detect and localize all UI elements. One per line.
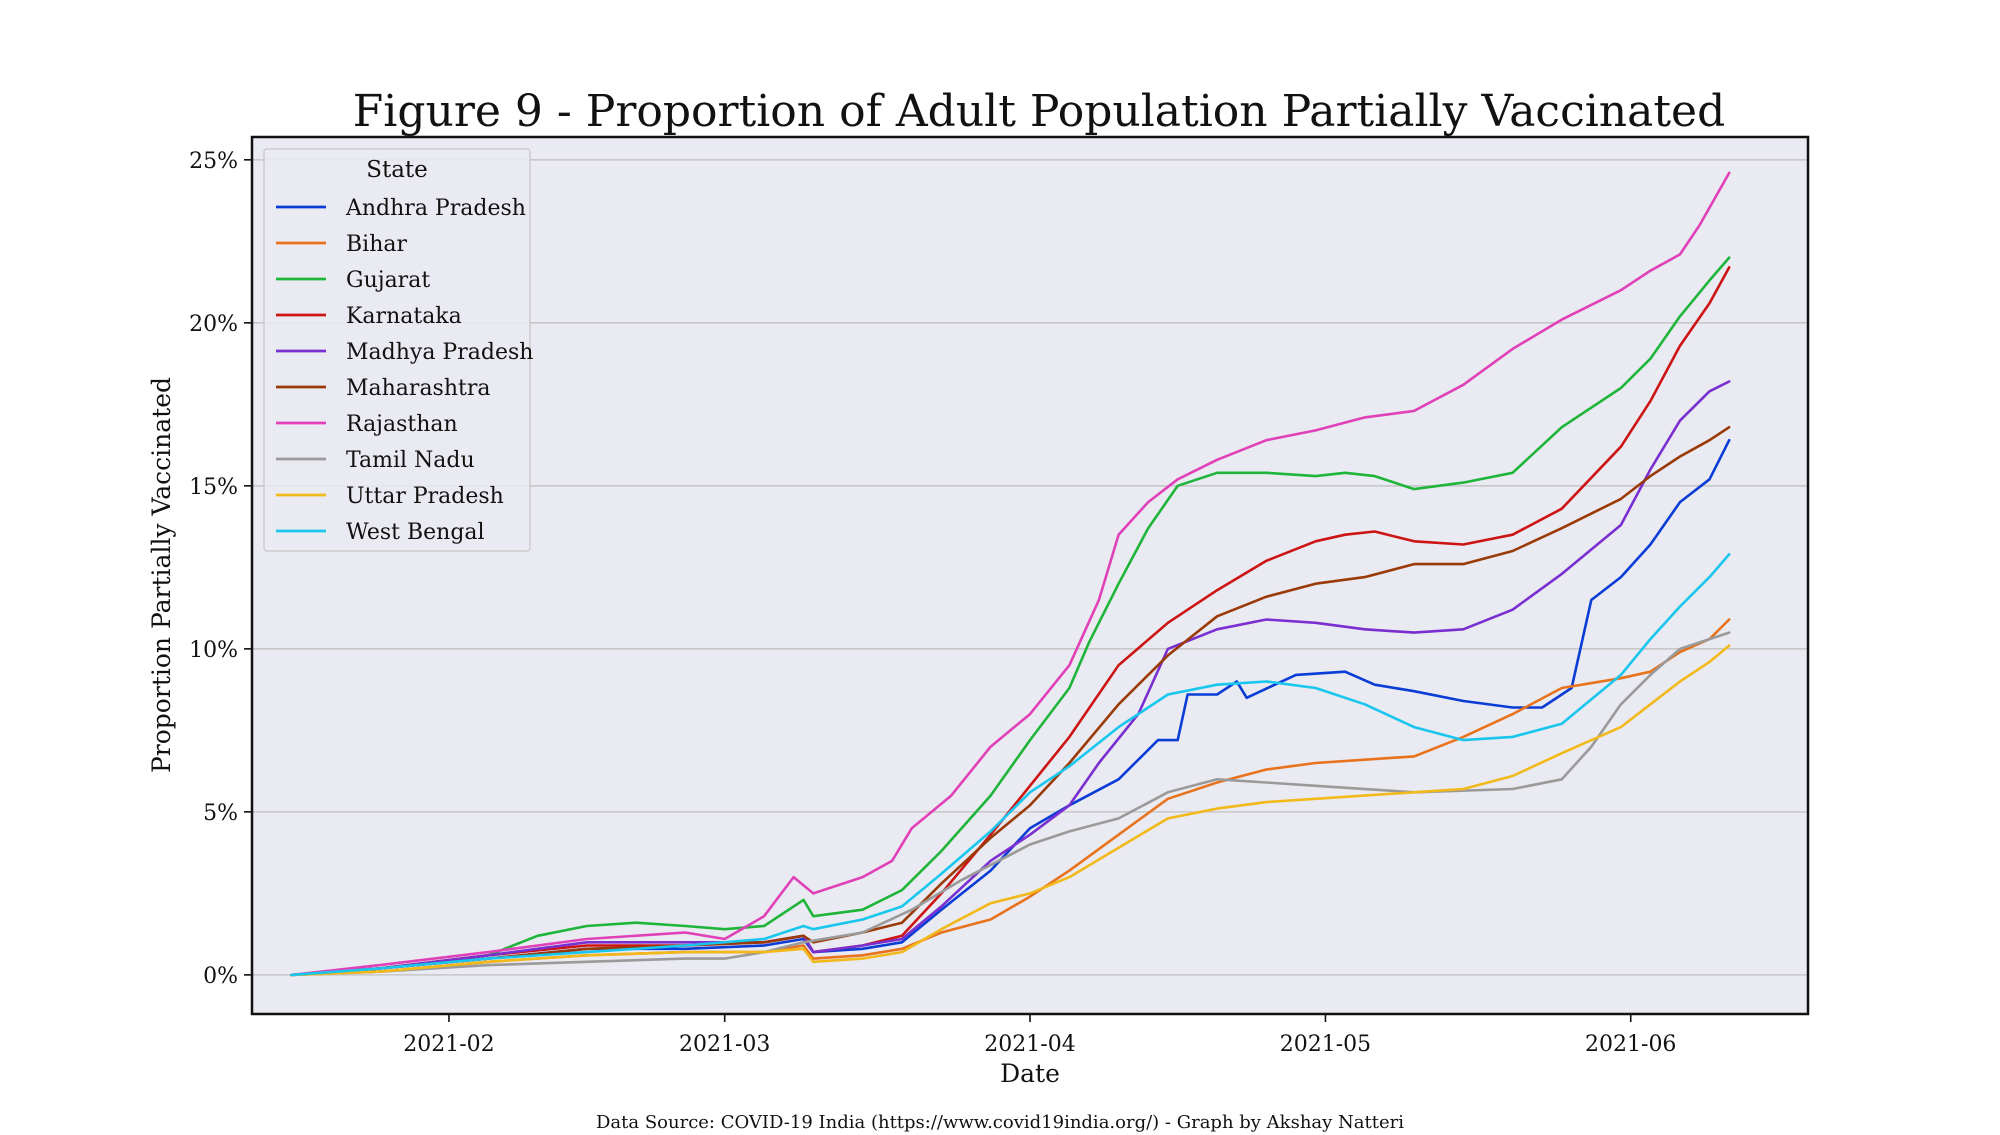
series-line-maharashtra [290,425,1731,977]
legend-label-gujarat: Gujarat [346,268,430,293]
legend-items: Andhra Pradesh Bihar Gujarat Karnataka Madhy… [276,196,533,545]
y-tick-label: 15% [189,475,238,500]
legend-label-tamil-nadu: Tamil Nadu [346,448,475,473]
series-line-andhra-pradesh [290,438,1731,977]
y-tick-label: 20% [189,312,238,337]
legend-label-uttar-pradesh: Uttar Pradesh [346,484,504,509]
legend-label-karnataka: Karnataka [346,304,462,329]
y-tick-label: 10% [189,638,238,663]
series-line-west-bengal [290,552,1731,977]
legend-box [263,148,531,552]
series-line-uttar-pradesh [290,644,1731,977]
legend: State Andhra Pradesh Bihar Gujarat Karnatak… [263,148,533,552]
series-line-gujarat [290,256,1731,977]
x-tick-label: 2021-02 [403,1032,494,1057]
legend-label-west-bengal: West Bengal [346,520,485,545]
series-layer [290,171,1731,977]
x-tick-label: 2021-06 [1585,1032,1676,1057]
x-tick-label: 2021-03 [679,1032,770,1057]
legend-label-rajasthan: Rajasthan [346,412,458,437]
chart-title: Figure 9 - Proportion of Adult Populatio… [353,86,1726,137]
y-axis-label: Proportion Partially Vaccinated [147,377,176,773]
x-tick-label: 2021-05 [1280,1032,1371,1057]
series-line-tamil-nadu [290,631,1731,977]
legend-label-maharashtra: Maharashtra [346,376,491,401]
y-tick-label: 25% [189,149,238,174]
series-line-rajasthan [290,171,1731,977]
x-axis-ticks: 2021-02 2021-03 2021-04 2021-05 2021-06 [403,1014,1676,1057]
y-axis-ticks: 0% 5% 10% 15% 20% 25% [189,149,252,989]
legend-title: State [366,157,428,183]
legend-label-andhra-pradesh: Andhra Pradesh [345,196,526,221]
y-tick-label: 5% [203,801,238,826]
y-tick-label: 0% [203,964,238,989]
legend-label-madhya-pradesh: Madhya Pradesh [346,340,533,365]
data-source-note: Data Source: COVID-19 India (https://www… [596,1112,1404,1133]
x-axis-label: Date [1000,1059,1060,1088]
legend-label-bihar: Bihar [346,232,407,257]
x-tick-label: 2021-04 [984,1032,1075,1057]
